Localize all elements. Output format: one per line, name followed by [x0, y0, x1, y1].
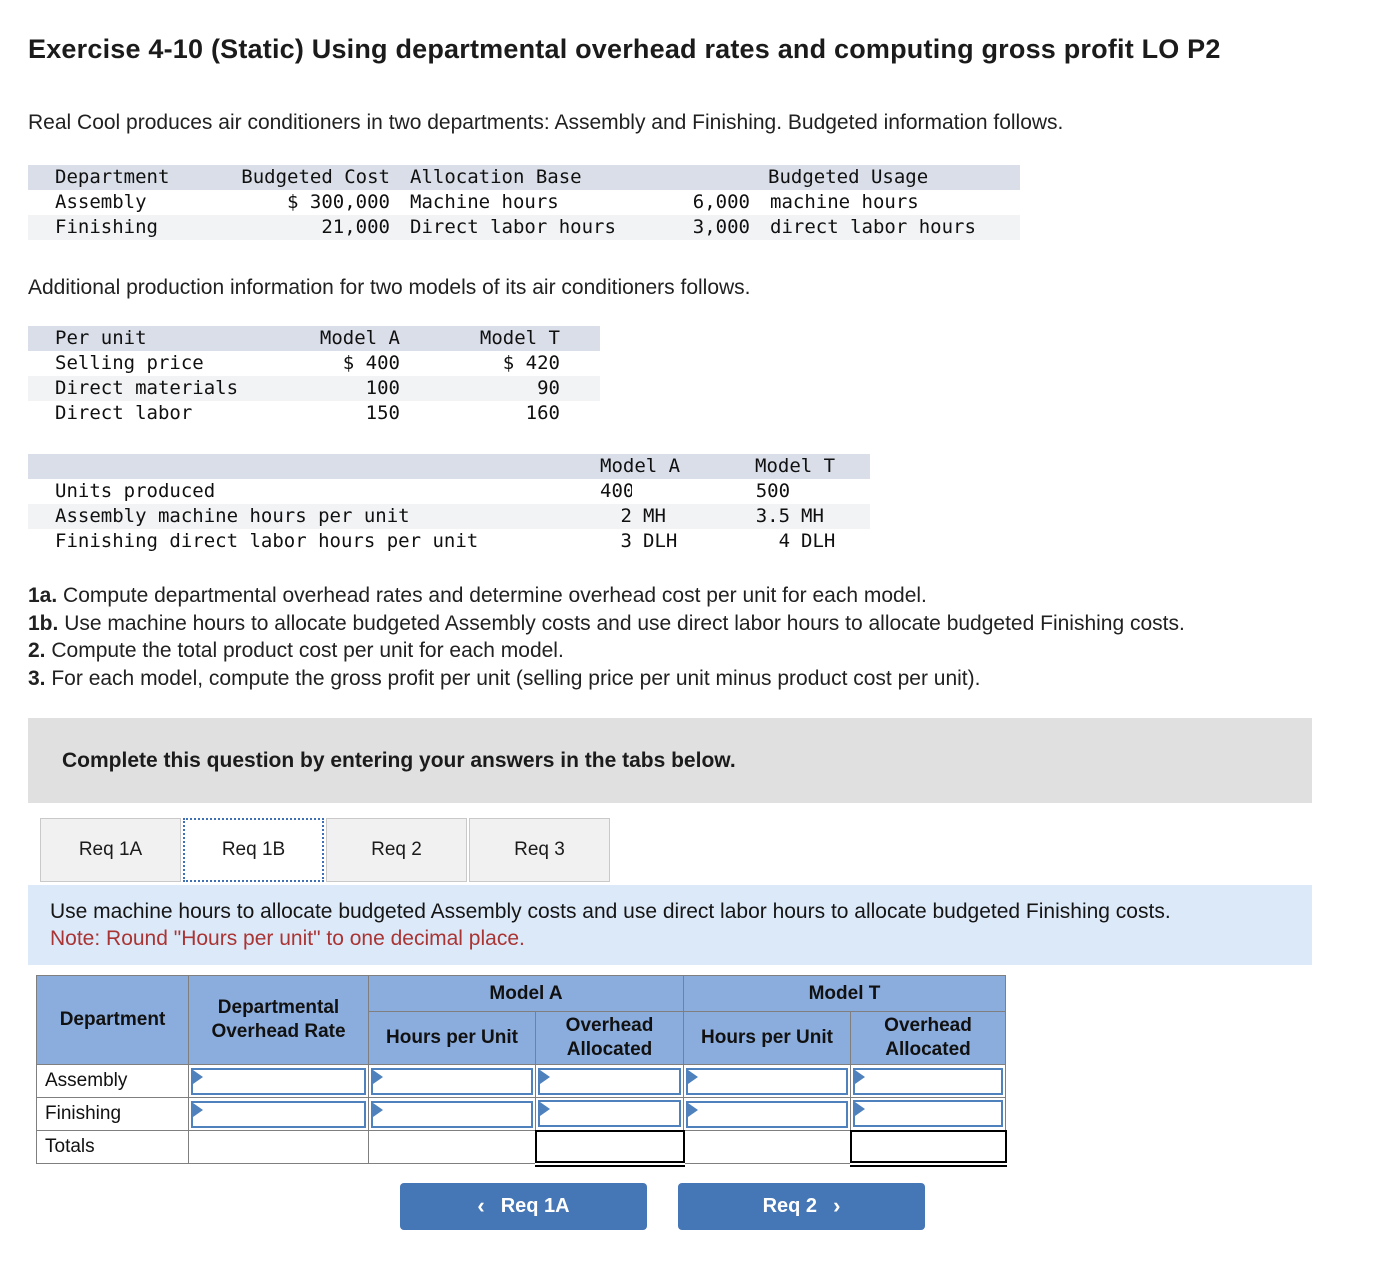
rounding-note: Note: Round "Hours per unit" to one deci… [50, 927, 525, 950]
input-assembly-hours-model-t[interactable] [686, 1067, 848, 1095]
input-marker-icon [373, 1069, 383, 1084]
next-req-2-button[interactable]: Req 2 › [678, 1182, 925, 1230]
input-finishing-rate[interactable] [191, 1100, 366, 1128]
input-marker-icon [855, 1069, 865, 1084]
header-per-unit: Per unit [55, 327, 147, 349]
answer-table: Department Departmental Overhead Rate Mo… [36, 975, 1007, 1167]
table-row: Assembly machine hours per unit 2 MH 3.5… [28, 504, 871, 529]
input-marker-icon [193, 1069, 203, 1084]
column-header-hours-t: Hours per Unit [683, 1011, 851, 1065]
column-header-rate: Departmental Overhead Rate [188, 975, 369, 1065]
instruction-panel: Use machine hours to allocate budgeted A… [28, 885, 1312, 965]
table-row: Selling price $ 400 $ 420 [55, 352, 560, 374]
table-row: Units produced 400 500 [55, 480, 791, 502]
input-assembly-rate[interactable] [191, 1067, 366, 1095]
column-header-hours-a: Hours per Unit [368, 1011, 536, 1065]
input-finishing-overhead-model-t[interactable] [853, 1100, 1003, 1128]
input-finishing-overhead-model-a[interactable] [538, 1100, 681, 1128]
header-model-a: Model A [600, 455, 681, 477]
input-assembly-overhead-model-t[interactable] [853, 1067, 1003, 1095]
budgeted-info-table: Department Budgeted Cost Allocation Base… [28, 165, 1020, 240]
header-model-t: Model T [479, 327, 560, 349]
per-unit-table: Per unit Model A Model T Selling price $… [28, 326, 600, 426]
production-table: Model A Model T Units produced 400 500 A… [28, 454, 871, 554]
table-row: Finishing direct labor hours per unit 3 … [55, 530, 836, 552]
input-marker-icon [688, 1069, 698, 1084]
input-finishing-hours-model-t[interactable] [686, 1100, 848, 1128]
answer-row-totals: Totals [36, 1129, 1007, 1167]
chevron-right-icon: › [833, 1193, 841, 1218]
answer-row-finishing: Finishing [36, 1097, 1006, 1131]
header-department: Department [55, 166, 170, 188]
input-marker-icon [540, 1069, 550, 1084]
column-header-department: Department [36, 975, 189, 1065]
requirement-1a: 1a. Compute departmental overhead rates … [28, 584, 927, 607]
input-assembly-overhead-model-a[interactable] [538, 1067, 681, 1095]
intro-text: Real Cool produces air conditioners in t… [28, 111, 1064, 134]
instruction-text: Use machine hours to allocate budgeted A… [50, 900, 1171, 923]
complete-question-banner: Complete this question by entering your … [28, 718, 1312, 803]
requirement-3: 3. For each model, compute the gross pro… [28, 666, 981, 690]
answer-header-row-1: Department Departmental Overhead Rate Mo… [36, 975, 1006, 1065]
input-marker-icon [688, 1102, 698, 1117]
page-title: Exercise 4-10 (Static) Using departmenta… [28, 34, 1221, 64]
answer-header-row-2: Hours per Unit Overhead Allocated Hours … [37, 1011, 1006, 1065]
header-model-a: Model A [319, 327, 400, 349]
additional-info-text: Additional production information for tw… [28, 276, 751, 299]
table-header-row: Per unit Model A Model T [28, 326, 600, 351]
requirement-2: 2. Compute the total product cost per un… [28, 639, 564, 662]
tab-req-1a[interactable]: Req 1A [40, 818, 181, 882]
prev-req-1a-button[interactable]: ‹ Req 1A [400, 1182, 647, 1230]
answer-row-assembly: Assembly [36, 1064, 1006, 1098]
header-allocation-base: Allocation Base [410, 166, 582, 188]
table-header-row: Model A Model T [28, 454, 871, 479]
requirement-tabs: Req 1A Req 1B Req 2 Req 3 [40, 818, 1394, 882]
group-header-model-t: Model T [683, 975, 1006, 1012]
table-row: Assembly $ 300,000 Machine hours 6,000 m… [55, 191, 919, 213]
total-overhead-model-t [849, 1129, 1007, 1167]
input-marker-icon [855, 1102, 865, 1117]
table-row: Direct labor 150 160 [55, 402, 560, 424]
input-marker-icon [373, 1102, 383, 1117]
chevron-left-icon: ‹ [477, 1193, 485, 1218]
table-header-row: Department Budgeted Cost Allocation Base… [28, 165, 1020, 190]
requirement-1b: 1b. Use machine hours to allocate budget… [28, 611, 1185, 635]
input-finishing-hours-model-a[interactable] [371, 1100, 533, 1128]
header-budgeted-cost: Budgeted Cost [241, 166, 390, 188]
group-header-model-a: Model A [368, 975, 684, 1012]
input-marker-icon [540, 1102, 550, 1117]
requirements-list: 1a. Compute departmental overhead rates … [28, 582, 1394, 692]
column-header-overhead-a: Overhead Allocated [535, 1011, 684, 1065]
header-budgeted-usage: Budgeted Usage [768, 166, 929, 188]
tab-req-2[interactable]: Req 2 [326, 818, 467, 882]
tab-req-3[interactable]: Req 3 [469, 818, 610, 882]
header-model-t: Model T [755, 455, 836, 477]
total-overhead-model-a [534, 1129, 685, 1167]
input-marker-icon [193, 1102, 203, 1117]
table-row: Finishing 21,000 Direct labor hours 3,00… [28, 215, 1020, 240]
table-row: Direct materials 100 90 [28, 376, 600, 401]
tab-req-1b[interactable]: Req 1B [183, 818, 324, 882]
tab-navigation: ‹ Req 1A Req 2 › [400, 1182, 1394, 1230]
column-header-overhead-t: Overhead Allocated [850, 1011, 1006, 1065]
input-assembly-hours-model-a[interactable] [371, 1067, 533, 1095]
